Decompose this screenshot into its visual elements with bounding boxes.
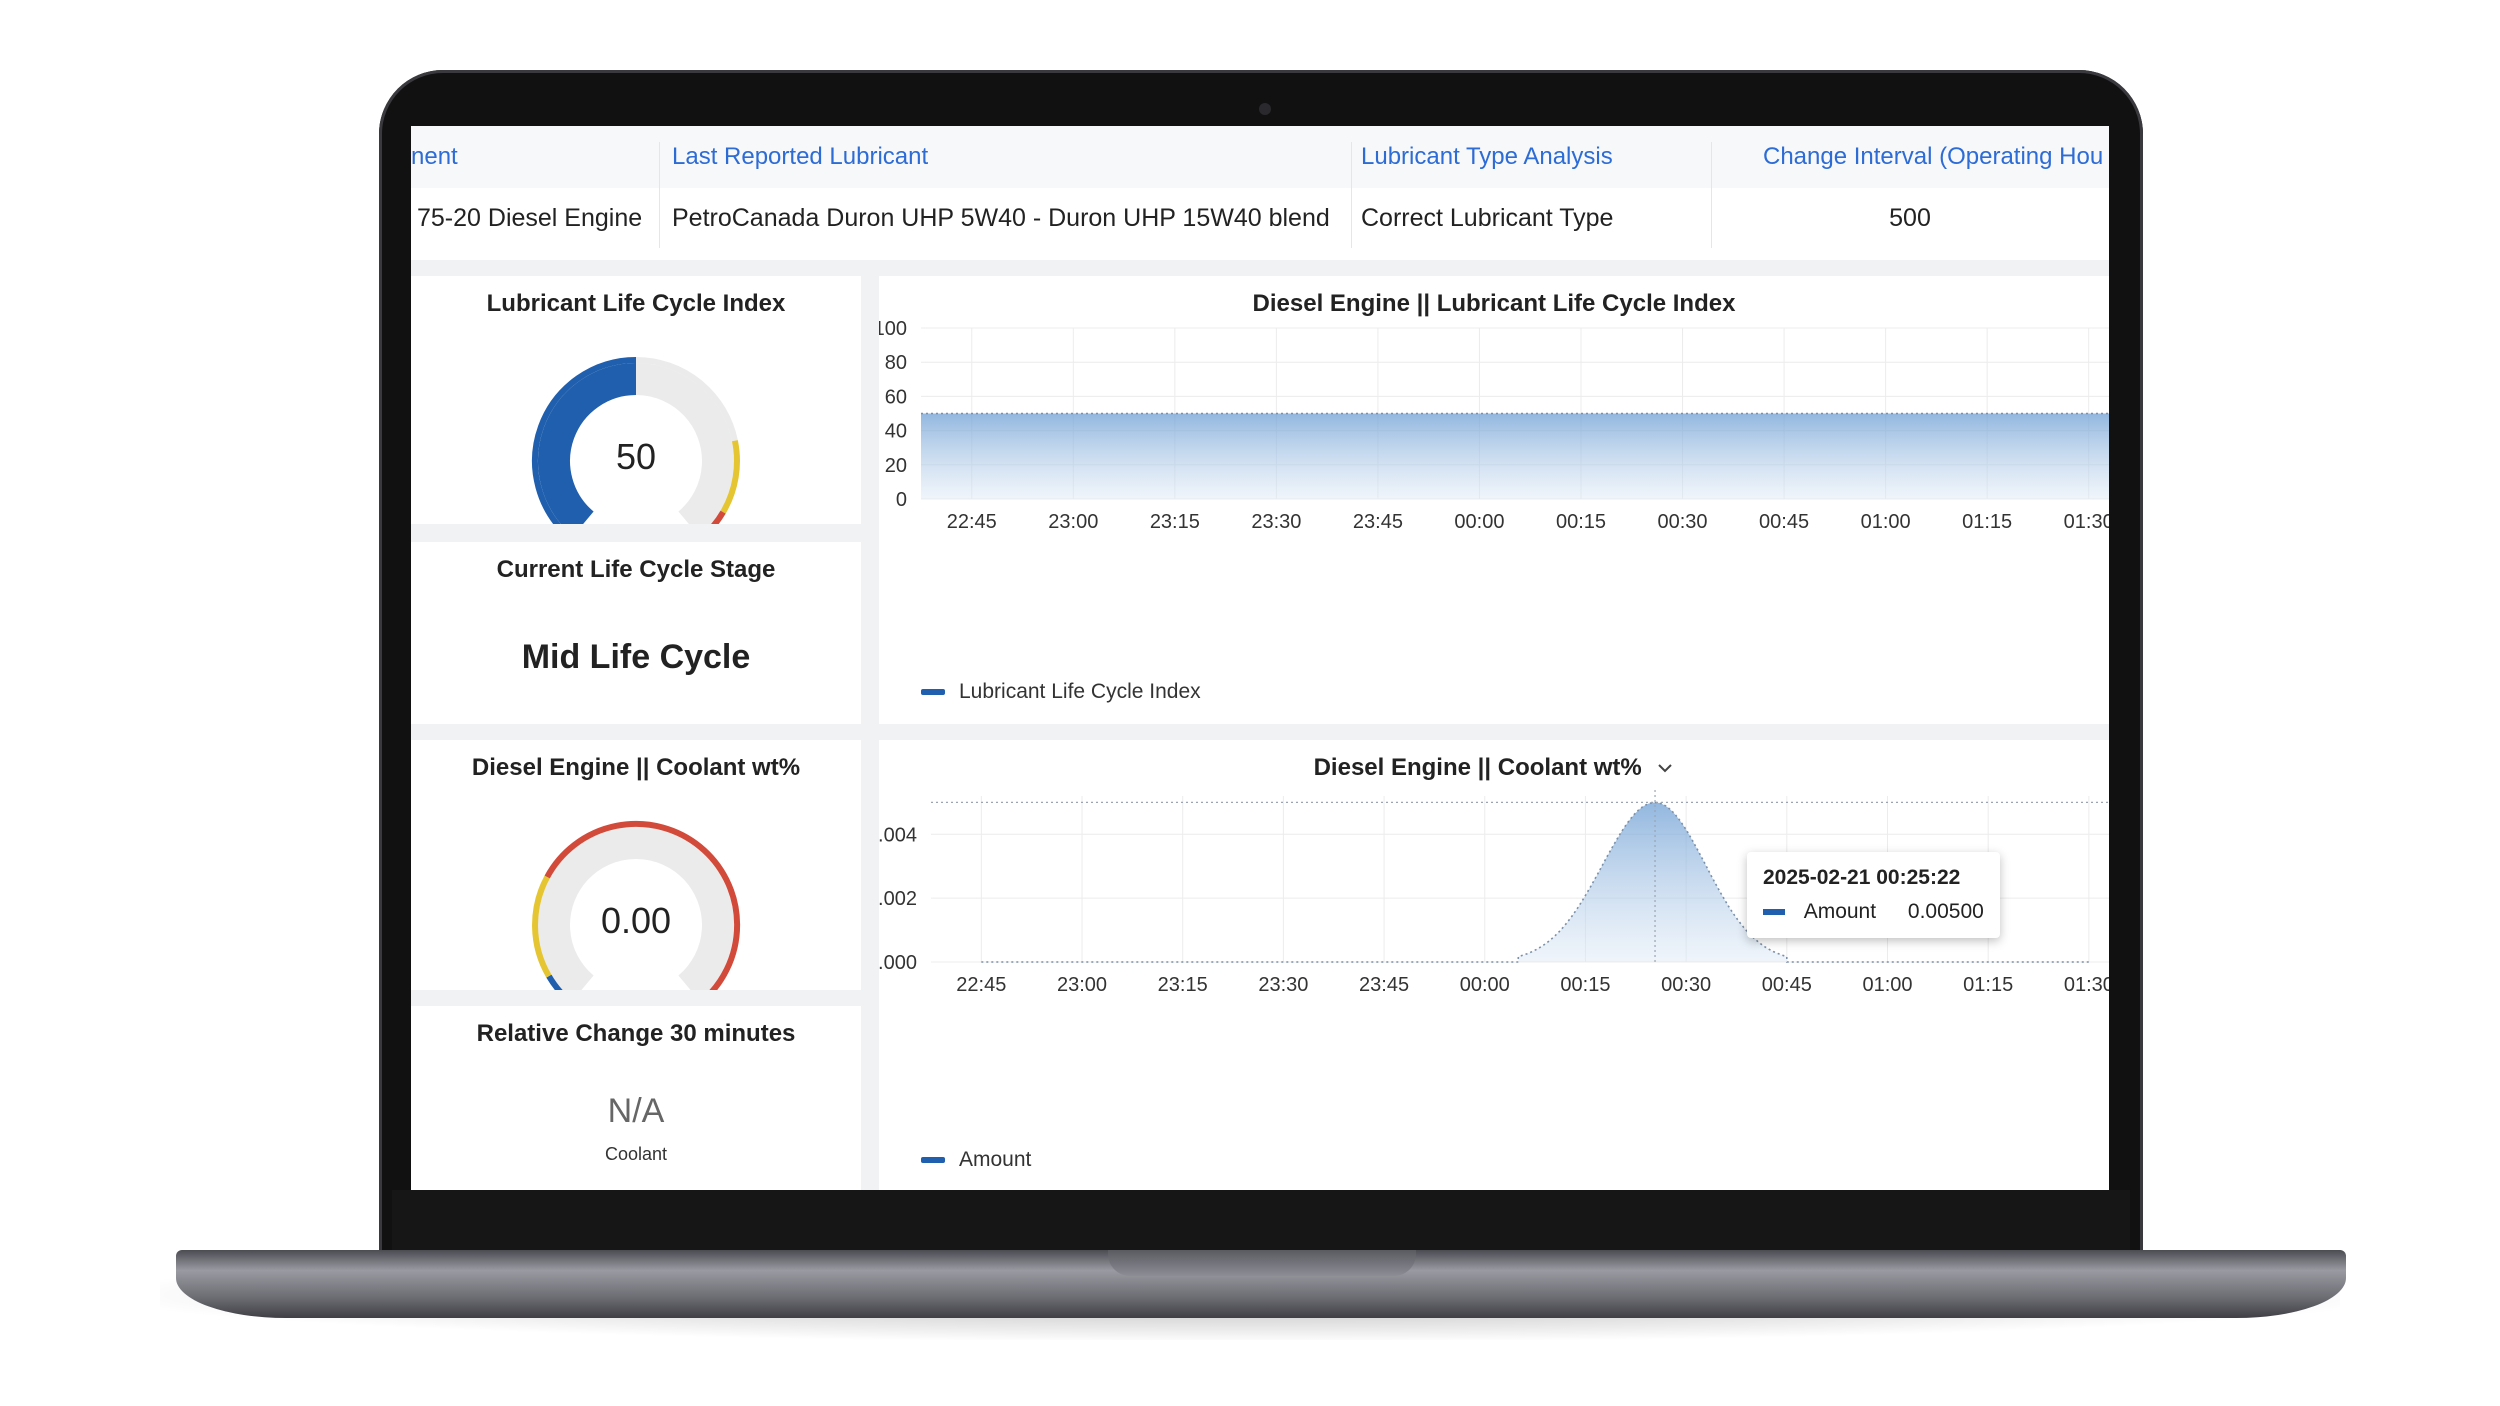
series-area xyxy=(921,413,2109,499)
x-tick-label: 22:45 xyxy=(947,511,997,533)
x-tick-label: 23:15 xyxy=(1158,974,1208,996)
coolant-gauge xyxy=(532,820,741,990)
lubricant-index-gauge-panel: Lubricant Life Cycle Index 50 xyxy=(411,276,861,524)
laptop-bezel-chin xyxy=(392,1190,2130,1252)
x-tick-label: 01:15 xyxy=(1963,974,2013,996)
gauge-threshold-segment xyxy=(720,440,740,514)
tooltip-series: Amount xyxy=(1803,900,1877,923)
relative-change-value: N/A xyxy=(607,1092,665,1130)
x-tick-label: 23:30 xyxy=(1251,511,1301,533)
legend-swatch xyxy=(921,689,945,696)
x-tick-label: 23:00 xyxy=(1057,974,1107,996)
x-tick-label: 00:00 xyxy=(1454,511,1504,533)
table-cell-component: 75-20 Diesel Engine xyxy=(417,204,643,232)
column-header-component[interactable]: nent xyxy=(411,143,458,170)
relative-change-label: Coolant xyxy=(604,1144,668,1164)
tooltip-value: 0.00500 xyxy=(1907,900,1984,923)
dashboard-screen: nent Last Reported Lubricant Lubricant T… xyxy=(411,126,2109,1190)
gauge-title: Diesel Engine || Coolant wt% xyxy=(471,754,801,781)
coolant-chart: 0.000 0.002 0.004 22:45 23:00 23:15 23:30 23:45… xyxy=(879,790,2109,996)
column-divider xyxy=(1711,142,1712,248)
lubricant-index-gauge xyxy=(532,357,740,524)
y-tick-label: 60 xyxy=(885,386,907,408)
lubricant-index-chart: 0 20 40 60 80 100 22:45 23:00 23:15 23:30 23:45 00:… xyxy=(879,318,2109,533)
x-tick-label: 23:45 xyxy=(1353,511,1403,533)
x-tick-label: 22:45 xyxy=(956,974,1006,996)
tooltip-row: Amount 0.00500 xyxy=(1763,900,1984,924)
y-tick-label: 0.002 xyxy=(879,888,917,910)
legend-swatch xyxy=(921,1157,945,1164)
gauge-title: Lubricant Life Cycle Index xyxy=(486,290,786,317)
gauge-threshold-segment xyxy=(710,510,726,524)
gauge-threshold-segment xyxy=(544,820,741,990)
gauge-value: 0.00 xyxy=(600,900,672,941)
y-tick-label: 0 xyxy=(896,489,907,511)
gauge-threshold-segment xyxy=(635,357,738,442)
legend-label: Lubricant Life Cycle Index xyxy=(959,680,1201,703)
y-tick-label: 80 xyxy=(885,352,907,374)
stage-value: Mid Life Cycle xyxy=(521,638,751,676)
y-tick-label: 20 xyxy=(885,455,907,477)
y-tick-label: 40 xyxy=(885,421,907,443)
column-divider xyxy=(659,142,660,248)
x-tick-label: 23:15 xyxy=(1150,511,1200,533)
chart-legend[interactable]: Amount xyxy=(921,1148,1031,1172)
x-tick-label: 01:00 xyxy=(1862,974,1912,996)
chart-title-text: Diesel Engine || Coolant wt% xyxy=(1313,754,1642,781)
chart-tooltip: 2025-02-21 00:25:22 Amount 0.00500 xyxy=(1747,852,2000,938)
x-tick-label: 00:45 xyxy=(1762,974,1812,996)
table-cell-lubricant: PetroCanada Duron UHP 5W40 - Duron UHP 1… xyxy=(672,204,1330,232)
chevron-down-icon[interactable] xyxy=(1656,761,1674,775)
x-tick-label: 01:15 xyxy=(1962,511,2012,533)
gauge-threshold-segment xyxy=(532,357,637,524)
x-tick-label: 00:15 xyxy=(1560,974,1610,996)
chart-title: Diesel Engine || Lubricant Life Cycle In… xyxy=(1252,290,1736,317)
gauge-threshold-segment xyxy=(532,875,552,978)
relative-change-panel: Relative Change 30 minutes N/A Coolant xyxy=(411,1006,861,1190)
x-tick-label: 23:00 xyxy=(1048,511,1098,533)
y-tick-label: 100 xyxy=(879,318,907,340)
gauge-track xyxy=(538,826,734,990)
legend-label: Amount xyxy=(959,1148,1032,1171)
y-tick-label: 0.000 xyxy=(879,952,917,974)
column-header-last-lubricant[interactable]: Last Reported Lubricant xyxy=(672,143,929,170)
x-tick-label: 01:30 xyxy=(2064,974,2109,996)
lubricant-table: nent Last Reported Lubricant Lubricant T… xyxy=(411,126,2109,260)
camera-icon xyxy=(1259,103,1271,115)
y-tick-label: 0.004 xyxy=(879,824,917,846)
column-divider xyxy=(1351,142,1352,248)
table-header-row xyxy=(411,126,2109,188)
relative-change-title: Relative Change 30 minutes xyxy=(476,1020,796,1047)
chart-title[interactable]: Diesel Engine || Coolant wt% xyxy=(879,754,2109,782)
x-tick-label: 00:30 xyxy=(1661,974,1711,996)
x-tick-label: 23:45 xyxy=(1359,974,1409,996)
x-tick-label: 00:15 xyxy=(1556,511,1606,533)
column-header-type-analysis[interactable]: Lubricant Type Analysis xyxy=(1361,143,1613,170)
tooltip-time: 2025-02-21 00:25:22 xyxy=(1763,866,1961,889)
laptop-notch xyxy=(1108,1250,1416,1276)
x-tick-label: 01:00 xyxy=(1861,511,1911,533)
table-cell-type-analysis: Correct Lubricant Type xyxy=(1361,204,1614,232)
coolant-chart-panel: Diesel Engine || Coolant wt% 0.0000.0020… xyxy=(879,740,2109,1190)
stage-title: Current Life Cycle Stage xyxy=(496,556,776,583)
gauge-threshold-segment xyxy=(546,974,563,990)
chart-legend[interactable]: Lubricant Life Cycle Index xyxy=(921,680,1201,704)
lubricant-index-chart-panel: Diesel Engine || Lubricant Life Cycle In… xyxy=(879,276,2109,724)
table-cell-change-interval: 500 xyxy=(1889,204,1931,232)
column-header-change-interval[interactable]: Change Interval (Operating Hou xyxy=(1763,143,2104,170)
gauge-fill xyxy=(538,363,637,524)
tooltip-swatch xyxy=(1763,909,1785,916)
x-tick-label: 00:00 xyxy=(1460,974,1510,996)
gauge-value: 50 xyxy=(615,436,657,477)
x-tick-label: 00:45 xyxy=(1759,511,1809,533)
life-cycle-stage-panel: Current Life Cycle Stage Mid Life Cycle xyxy=(411,542,861,724)
x-tick-label: 00:30 xyxy=(1658,511,1708,533)
x-tick-label: 01:30 xyxy=(2064,511,2109,533)
coolant-gauge-panel: Diesel Engine || Coolant wt% 0.00 xyxy=(411,740,861,990)
x-tick-label: 23:30 xyxy=(1258,974,1308,996)
